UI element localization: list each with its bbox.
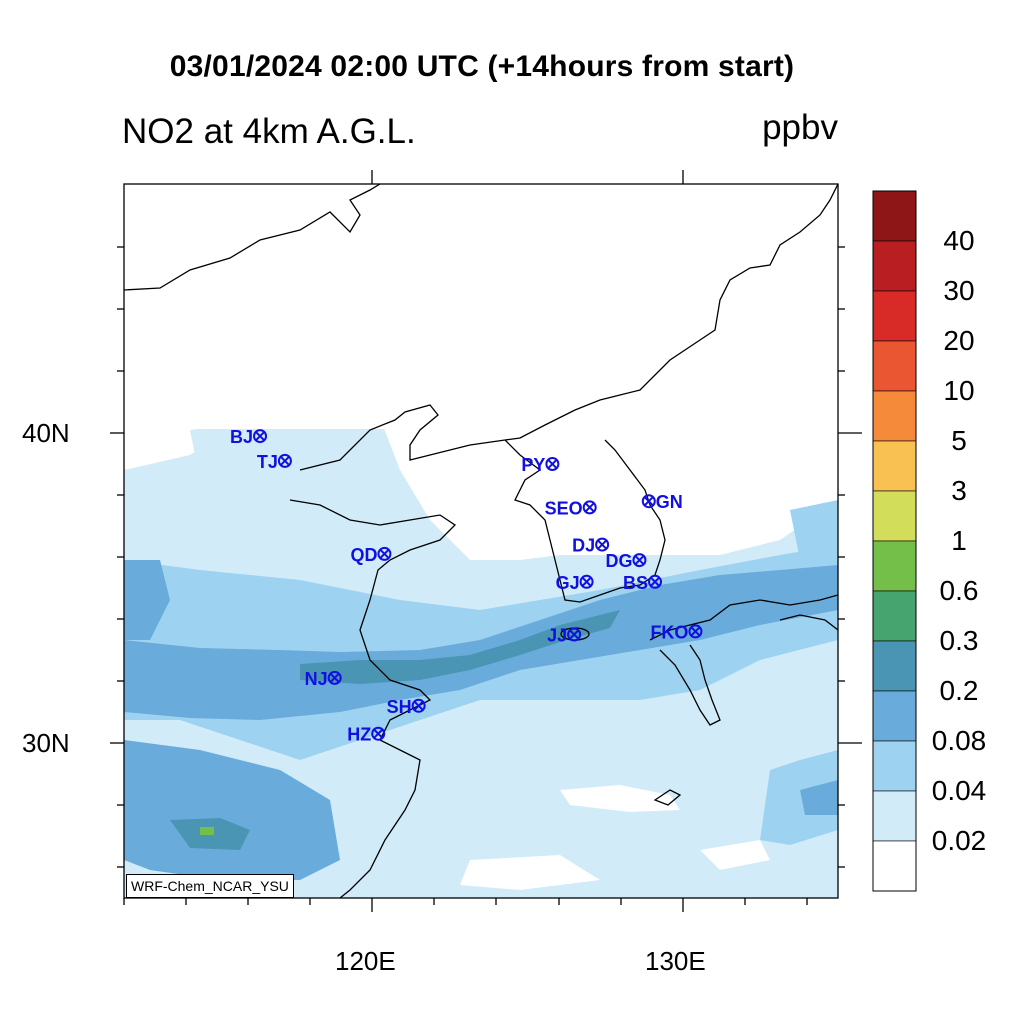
station-label: PY bbox=[521, 455, 545, 475]
lat-label-30n: 30N bbox=[22, 728, 70, 758]
colorbar-label: 0.2 bbox=[939, 675, 979, 706]
station-marker-icon bbox=[567, 627, 582, 642]
colorbar-label: 0.08 bbox=[931, 725, 987, 756]
colorbar-swatch bbox=[872, 590, 917, 642]
station-seo: SEO bbox=[545, 498, 597, 518]
station-marker-icon bbox=[688, 624, 703, 639]
station-label: TJ bbox=[257, 452, 278, 472]
station-label: DG bbox=[605, 551, 632, 571]
station-marker-icon bbox=[545, 457, 560, 471]
station-cross-icon bbox=[581, 576, 592, 587]
colorbar-label: 0.02 bbox=[931, 825, 987, 856]
station-marker-icon bbox=[579, 574, 594, 589]
colorbar-label: 40 bbox=[943, 225, 975, 256]
station-marker-icon bbox=[253, 429, 268, 444]
colorbar-swatch bbox=[872, 290, 917, 342]
station-label: DJ bbox=[572, 536, 595, 556]
station-gn: GN bbox=[641, 492, 683, 512]
station-cross-icon bbox=[569, 629, 580, 640]
colorbar-swatch bbox=[872, 490, 917, 542]
station-hz: HZ bbox=[347, 725, 386, 745]
station-label: BS bbox=[623, 573, 648, 593]
station-label: GN bbox=[656, 492, 683, 512]
colorbar bbox=[872, 190, 917, 892]
lon-label-130e: 130E bbox=[645, 946, 706, 976]
station-qd: QD bbox=[350, 545, 392, 565]
station-label: QD bbox=[350, 545, 377, 565]
model-credit: WRF-Chem_NCAR_YSU bbox=[126, 874, 294, 898]
map-frame bbox=[123, 183, 839, 899]
colorbar-label: 3 bbox=[951, 475, 967, 506]
station-cross-icon bbox=[690, 626, 701, 637]
station-cross-icon bbox=[597, 539, 608, 550]
station-cross-icon bbox=[413, 700, 424, 711]
station-marker-icon bbox=[595, 537, 610, 552]
station-label: JJ bbox=[547, 626, 567, 646]
map-title: 03/01/2024 02:00 UTC (+14hours from star… bbox=[169, 50, 795, 83]
colorbar-label: 5 bbox=[951, 425, 967, 456]
lon-label-120e: 120E bbox=[335, 946, 396, 976]
station-marker-icon bbox=[411, 698, 426, 713]
colorbar-label: 10 bbox=[943, 375, 975, 406]
station-bs: BS bbox=[623, 573, 663, 593]
station-dg: DG bbox=[605, 551, 647, 571]
variable-label: NO2 at 4km A.G.L. bbox=[122, 112, 416, 151]
lat-label-40n: 40N bbox=[22, 418, 70, 448]
colorbar-label: 0.6 bbox=[939, 575, 979, 606]
station-fko: FKO bbox=[650, 622, 703, 642]
station-marker-icon bbox=[641, 494, 656, 509]
station-cross-icon bbox=[650, 576, 660, 587]
concentration-field bbox=[124, 184, 838, 898]
station-label: NJ bbox=[305, 669, 328, 689]
station-cross-icon bbox=[373, 728, 384, 739]
station-label: GJ bbox=[556, 573, 580, 593]
station-cross-icon bbox=[329, 672, 340, 683]
units-label: ppbv bbox=[762, 108, 838, 147]
station-tj: TJ bbox=[257, 452, 292, 472]
station-marker-icon bbox=[648, 574, 663, 589]
station-py: PY bbox=[521, 455, 560, 475]
station-marker-icon bbox=[371, 726, 386, 741]
station-marker-icon bbox=[327, 670, 342, 685]
station-cross-icon bbox=[643, 496, 654, 507]
colorbar-label: 0.04 bbox=[931, 775, 987, 806]
colorbar-label: 0.3 bbox=[939, 625, 979, 656]
station-nj: NJ bbox=[305, 669, 342, 689]
station-gj: GJ bbox=[556, 573, 594, 593]
station-label: FKO bbox=[650, 622, 688, 642]
station-marker-icon bbox=[377, 546, 392, 561]
coastlines bbox=[124, 184, 838, 898]
colorbar-frame bbox=[872, 190, 917, 892]
station-label: HZ bbox=[347, 725, 371, 745]
station-cross-icon bbox=[634, 555, 645, 566]
station-cross-icon bbox=[255, 431, 265, 442]
colorbar-swatch bbox=[872, 440, 917, 492]
station-cross-icon bbox=[584, 502, 595, 513]
station-marker-icon bbox=[277, 453, 292, 468]
station-label: SEO bbox=[545, 498, 583, 518]
station-dj: DJ bbox=[572, 536, 610, 556]
colorbar-swatch bbox=[872, 340, 917, 392]
station-cross-icon bbox=[547, 459, 558, 469]
colorbar-label: 1 bbox=[951, 525, 967, 556]
station-sh: SH bbox=[387, 697, 426, 717]
station-marker-icon bbox=[632, 553, 647, 568]
colorbar-label: 20 bbox=[943, 325, 975, 356]
station-bj: BJ bbox=[230, 427, 268, 447]
station-marker-icon bbox=[582, 500, 597, 515]
station-jj: JJ bbox=[547, 626, 582, 646]
station-cross-icon bbox=[379, 548, 390, 559]
axis-ticks bbox=[110, 170, 862, 912]
colorbar-label: 30 bbox=[943, 275, 975, 306]
station-cross-icon bbox=[280, 455, 290, 466]
station-label: SH bbox=[387, 697, 412, 717]
station-label: BJ bbox=[230, 427, 253, 447]
colorbar-swatch bbox=[872, 390, 917, 442]
